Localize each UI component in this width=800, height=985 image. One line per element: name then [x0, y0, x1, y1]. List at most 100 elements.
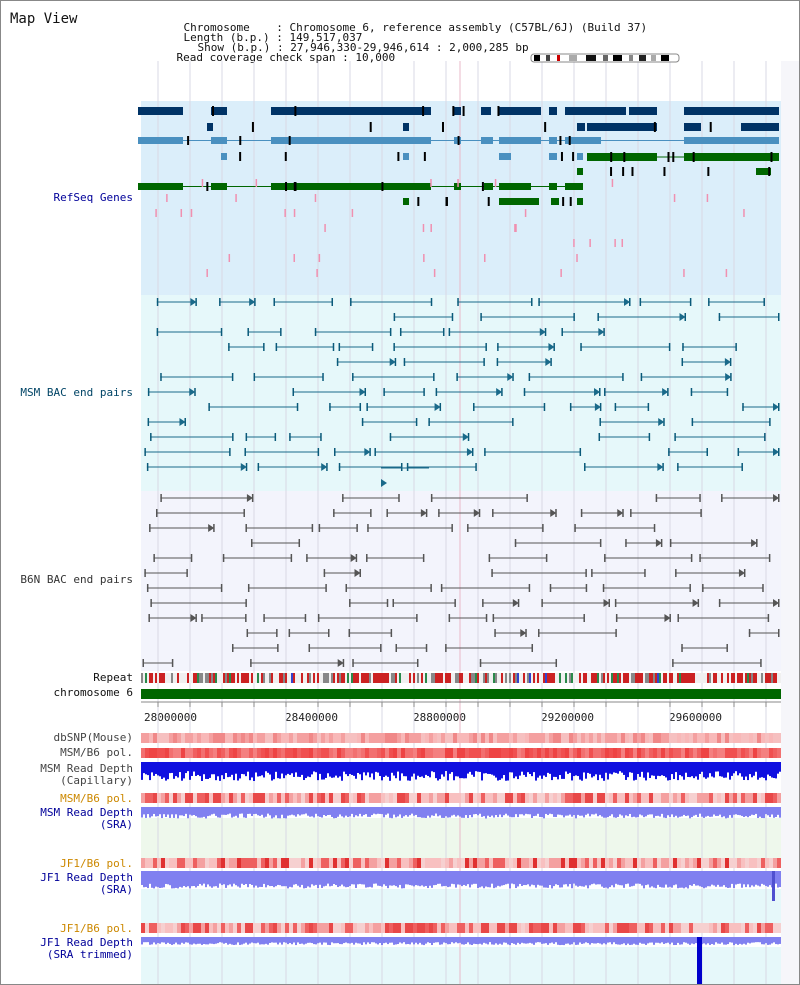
msm-depth-sra — [335, 807, 337, 818]
jf1-pol2-heat — [625, 923, 629, 933]
jf1-depth-sra — [513, 871, 515, 885]
gene-exon-mark — [562, 197, 565, 206]
track-label-jf1-pol-1[interactable]: JF1/B6 pol. — [60, 857, 133, 870]
msm-depth-capillary — [767, 762, 769, 775]
msm-b6-pol-heat — [373, 748, 377, 758]
repeat-mark — [277, 673, 279, 683]
gene-exon — [271, 107, 431, 115]
jf1-depth-sra — [353, 871, 355, 885]
jf1-pol2-heat — [373, 923, 377, 933]
track-label-jf1-depth[interactable]: JF1 Read Depth (SRA) — [40, 872, 133, 896]
msm-depth-sra — [527, 807, 529, 815]
track-label-msm-bac[interactable]: MSM BAC end pairs — [20, 386, 133, 399]
track-label-b6n-bac[interactable]: B6N BAC end pairs — [20, 573, 133, 586]
msm-b6-pol-heat — [753, 748, 757, 758]
jf1-depth-sra — [465, 871, 467, 886]
jf1-pol2-heat — [513, 923, 517, 933]
repeat-mark — [171, 673, 173, 683]
msm-depth-capillary — [423, 762, 425, 778]
jf1-pol2-heat — [441, 923, 445, 933]
track-label-chromosome: chromosome 6 — [53, 686, 133, 699]
jf1-pol2-heat — [561, 923, 565, 933]
jf1-pol2-heat — [725, 923, 729, 933]
msm-bac-arrow — [249, 298, 256, 306]
msm-depth-sra — [627, 807, 629, 817]
jf1-depth-sra — [409, 871, 411, 886]
jf1-depth-trimmed — [239, 937, 241, 945]
msm-depth-sra — [167, 807, 169, 815]
jf1-pol-heat — [469, 858, 473, 868]
jf1-depth-trimmed — [295, 937, 297, 946]
dbsnp-heat — [597, 733, 601, 743]
msm-bac-end — [597, 313, 599, 321]
track-label-repeat[interactable]: Repeat — [93, 671, 133, 684]
msm-depth-sra — [633, 807, 635, 817]
track-label-refseq[interactable]: RefSeq Genes — [53, 191, 133, 204]
jf1-depth-trimmed — [231, 937, 233, 945]
jf1-depth-sra — [627, 871, 629, 884]
jf1-depth-sra — [525, 871, 527, 886]
track-label-msm-depth-sra[interactable]: MSM Read Depth (SRA) — [40, 807, 133, 831]
jf1-depth-sra — [509, 871, 511, 889]
jf1-pol2-heat — [553, 923, 557, 933]
dbsnp-heat — [201, 733, 205, 743]
msm-depth-capillary — [459, 762, 461, 779]
jf1-depth-sra — [341, 871, 343, 885]
msm-depth-sra — [151, 807, 153, 817]
track-label-msm-b6-pol-2[interactable]: MSM/B6 pol. — [60, 792, 133, 805]
msm-depth-capillary — [237, 762, 239, 781]
msm-depth-sra — [369, 807, 371, 817]
repeat-mark — [343, 673, 345, 683]
msm-depth-sra — [243, 807, 245, 818]
repeat-mark — [687, 673, 689, 683]
msm-depth-sra — [329, 807, 331, 815]
msm-depth-capillary — [611, 762, 613, 775]
track-label-jf1-depth-trimmed[interactable]: JF1 Read Depth (SRA trimmed) — [40, 937, 133, 961]
msm-b6-pol-heat — [389, 748, 393, 758]
jf1-depth-trimmed — [615, 937, 617, 945]
msm-bac-end — [156, 328, 159, 336]
jf1-pol-heat — [661, 858, 665, 868]
msm-depth-sra — [523, 807, 525, 816]
b6n-bac-end — [150, 599, 152, 607]
repeat-mark — [587, 673, 589, 683]
jf1-depth-sra — [709, 871, 711, 887]
jf1-pol2-heat — [401, 923, 405, 933]
track-label-msm-depth-cap[interactable]: MSM Read Depth (Capillary) — [40, 763, 133, 787]
gene-exon — [551, 198, 559, 205]
refseq-small-mark — [621, 239, 624, 247]
msm-depth-sra — [659, 807, 661, 817]
jf1-pol-heat — [561, 858, 565, 868]
jf1-depth-sra — [377, 871, 379, 886]
jf1-depth-trimmed — [527, 937, 529, 944]
msm-depth-sra — [165, 807, 167, 818]
jf1-depth-sra — [441, 871, 443, 887]
gene-exon-mark — [445, 197, 448, 206]
b6n-bac-end — [630, 509, 632, 517]
repeat-mark — [211, 673, 213, 683]
b6n-bac-end — [762, 584, 764, 592]
b6n-bac-end — [277, 644, 279, 652]
track-label-msm-b6-pol-1[interactable]: MSM/B6 pol. — [60, 746, 133, 759]
msm-depth-capillary — [583, 762, 585, 773]
gene-exon — [221, 153, 227, 160]
b6n-bac-arrow — [354, 569, 361, 577]
jf1-pol-heat — [445, 858, 449, 868]
msm-depth-sra — [321, 807, 323, 818]
msm-b6-pol2-heat — [409, 793, 413, 803]
track-label-jf1-pol-2[interactable]: JF1/B6 pol. — [60, 922, 133, 935]
b6n-bac-end — [290, 554, 293, 562]
track-label-dbsnp[interactable]: dbSNP(Mouse) — [53, 731, 133, 744]
msm-depth-capillary — [765, 762, 767, 781]
jf1-depth-trimmed — [187, 937, 189, 943]
b6n-bac-end — [308, 644, 311, 652]
msm-depth-capillary — [521, 762, 523, 772]
msm-bac-end — [573, 313, 575, 321]
jf1-pol-heat — [709, 858, 713, 868]
msm-depth-sra — [233, 807, 235, 817]
jf1-pol2-heat — [229, 923, 233, 933]
repeat-mark — [421, 673, 423, 683]
dbsnp-heat — [221, 733, 225, 743]
b6n-bac-arrow — [738, 569, 745, 577]
